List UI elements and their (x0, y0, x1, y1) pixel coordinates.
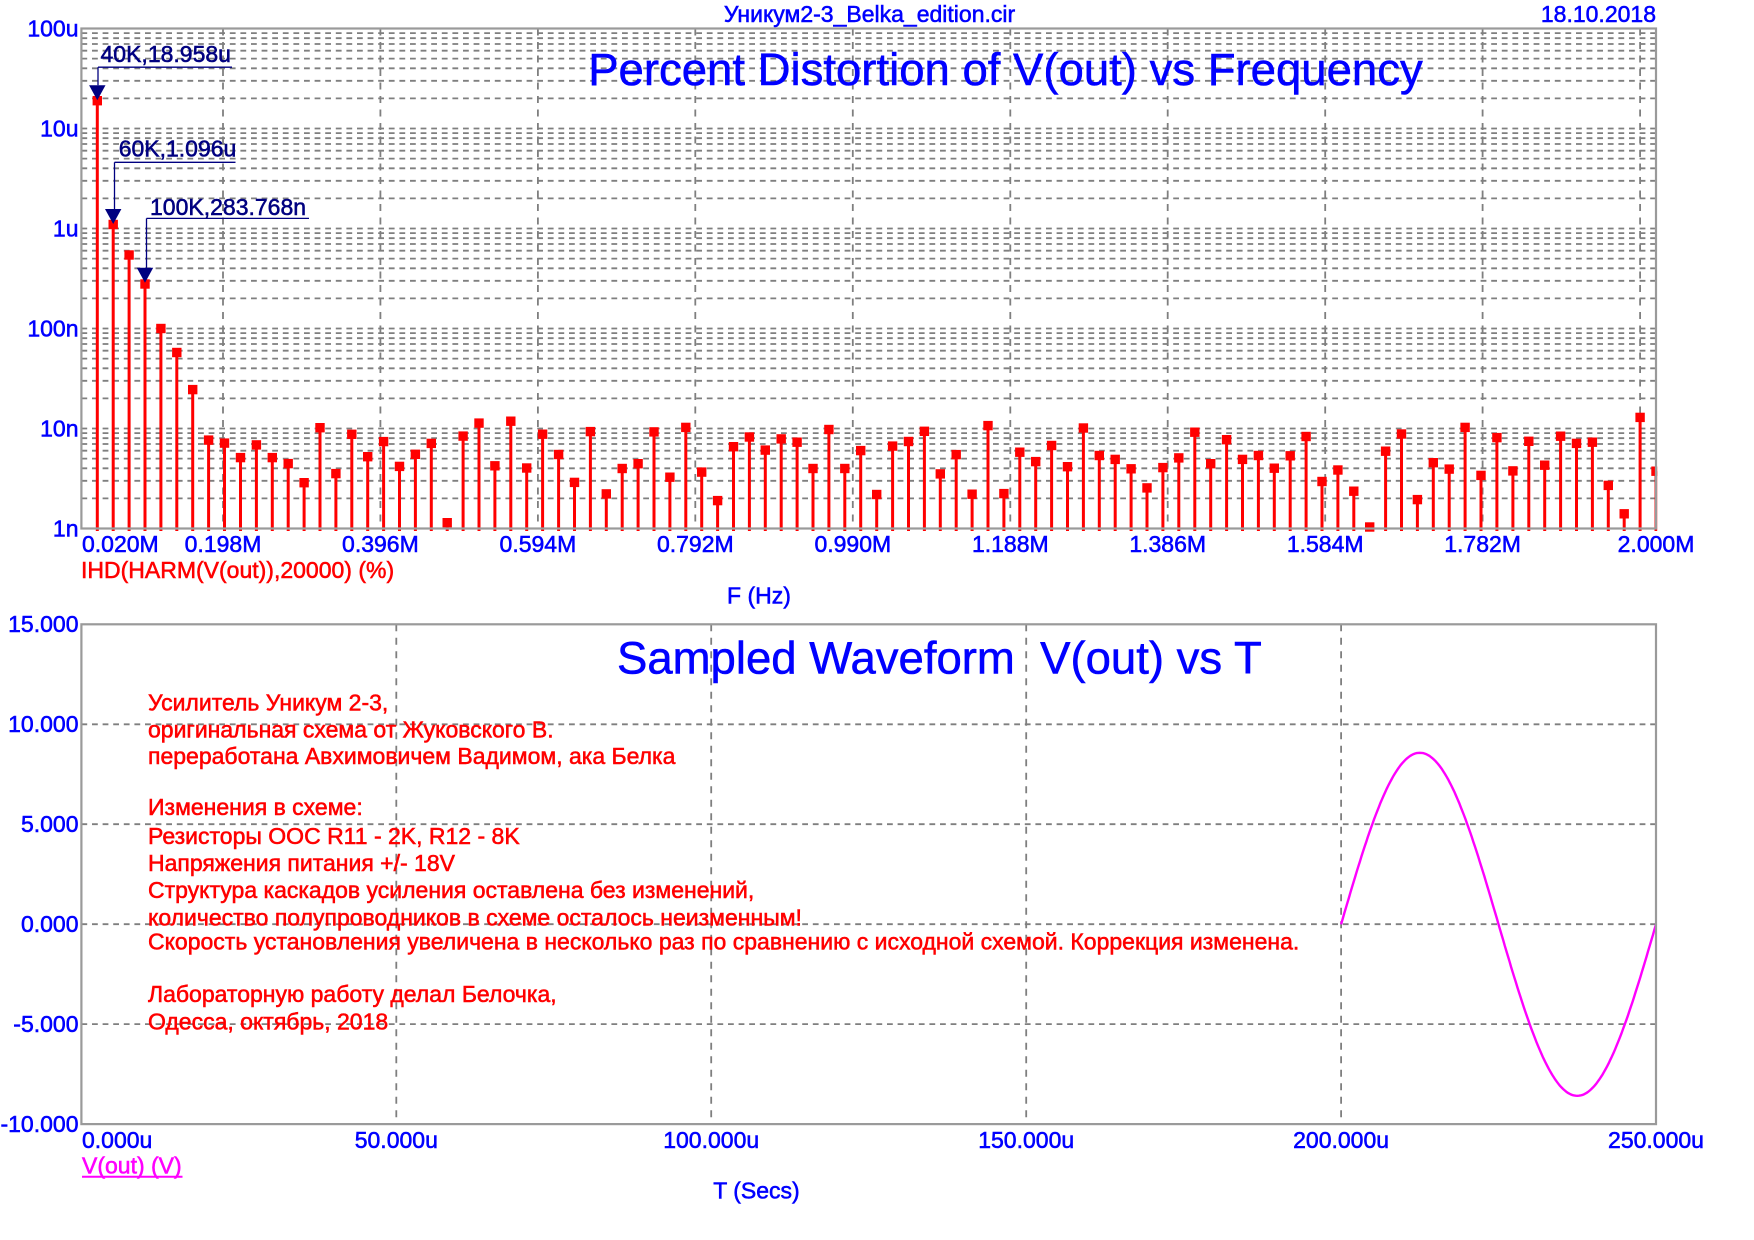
svg-text:18.10.2018: 18.10.2018 (1541, 1, 1656, 27)
svg-text:0.792M: 0.792M (657, 531, 734, 557)
svg-text:Percent Distortion of V(out) v: Percent Distortion of V(out) vs Frequenc… (588, 44, 1423, 95)
svg-text:2.000M: 2.000M (1618, 531, 1695, 557)
svg-text:Изменения в схеме:: Изменения в схеме: (148, 794, 363, 820)
svg-text:Sampled Waveform V(out) vs T: Sampled Waveform V(out) vs T (617, 632, 1262, 683)
svg-text:250.000u: 250.000u (1608, 1127, 1704, 1153)
svg-text:Резисторы ООС R11 - 2K, R12 -: Резисторы ООС R11 - 2K, R12 - 8K (148, 823, 520, 849)
svg-text:Напряжения питания +/- 18V: Напряжения питания +/- 18V (148, 850, 456, 876)
svg-text:10u: 10u (40, 115, 78, 141)
svg-text:0.198M: 0.198M (185, 531, 262, 557)
svg-text:200.000u: 200.000u (1293, 1127, 1389, 1153)
svg-text:T (Secs): T (Secs) (713, 1178, 799, 1204)
svg-text:-10.000: -10.000 (0, 1111, 78, 1137)
svg-text:0.990M: 0.990M (814, 531, 891, 557)
svg-text:50.000u: 50.000u (355, 1127, 438, 1153)
svg-text:100n: 100n (27, 315, 78, 341)
svg-text:количество полупроводников в с: количество полупроводников в схеме остал… (148, 904, 802, 930)
svg-text:Усилитель Уникум 2-3,: Усилитель Уникум 2-3, (148, 690, 388, 716)
svg-text:F (Hz): F (Hz) (727, 583, 791, 609)
svg-text:0.594M: 0.594M (500, 531, 577, 557)
svg-text:1u: 1u (53, 215, 79, 241)
svg-text:5.000: 5.000 (21, 811, 79, 837)
svg-text:100.000u: 100.000u (663, 1127, 759, 1153)
svg-text:Уникум2-3_Belka_edition.cir: Уникум2-3_Belka_edition.cir (724, 1, 1016, 27)
svg-text:0.396M: 0.396M (342, 531, 419, 557)
svg-text:100u: 100u (27, 15, 78, 41)
svg-text:10.000: 10.000 (8, 711, 78, 737)
svg-text:40K,18.958u: 40K,18.958u (101, 41, 231, 67)
svg-text:15.000: 15.000 (8, 611, 78, 637)
svg-text:1.386M: 1.386M (1129, 531, 1206, 557)
svg-text:Скорость установления увеличен: Скорость установления увеличена в нескол… (148, 929, 1299, 955)
svg-text:1n: 1n (53, 515, 79, 541)
svg-text:0.000: 0.000 (21, 911, 79, 937)
svg-text:60K,1.096u: 60K,1.096u (119, 136, 237, 162)
svg-text:V(out) (V): V(out) (V) (82, 1153, 182, 1179)
svg-text:100K,283.768n: 100K,283.768n (150, 194, 306, 220)
svg-text:1.584M: 1.584M (1287, 531, 1364, 557)
svg-text:оригинальная схема от Жуковско: оригинальная схема от Жуковского В. (148, 717, 554, 743)
svg-text:150.000u: 150.000u (978, 1127, 1074, 1153)
svg-text:0.000u: 0.000u (82, 1127, 152, 1153)
svg-text:-5.000: -5.000 (13, 1011, 78, 1037)
svg-text:переработана Авхимовичем Вадим: переработана Авхимовичем Вадимом, ака Бе… (148, 743, 676, 769)
svg-text:0.020M: 0.020M (82, 531, 159, 557)
svg-text:Одесса, октябрь, 2018: Одесса, октябрь, 2018 (148, 1008, 388, 1034)
svg-text:IHD(HARM(V(out)),20000) (%): IHD(HARM(V(out)),20000) (%) (81, 557, 394, 583)
svg-text:Структура каскадов усиления ос: Структура каскадов усиления оставлена бе… (148, 877, 754, 903)
svg-text:1.188M: 1.188M (972, 531, 1049, 557)
svg-text:Лабораторную работу делал Бело: Лабораторную работу делал Белочка, (148, 981, 557, 1007)
svg-text:1.782M: 1.782M (1444, 531, 1521, 557)
svg-text:10n: 10n (40, 415, 78, 441)
